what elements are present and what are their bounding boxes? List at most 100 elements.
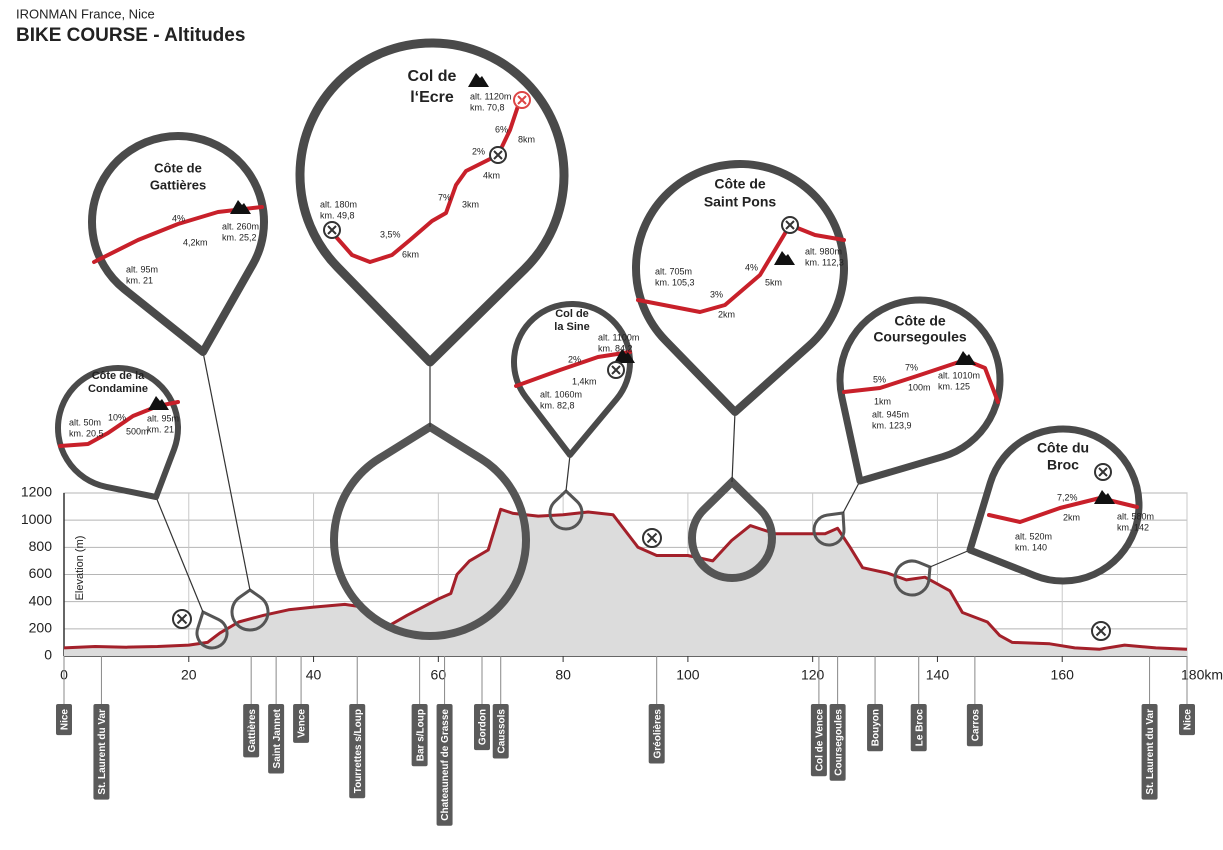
magnifier [812, 511, 846, 547]
town-label: Le Broc [910, 704, 927, 752]
town-name: Caussols [496, 709, 507, 754]
callout-label: alt. 1010m [938, 370, 980, 380]
callout-title: Côte de la [92, 370, 145, 382]
aid-icon-cross [493, 150, 503, 160]
town-box [810, 704, 827, 777]
town-label: Bar s/Loup [411, 704, 428, 767]
callout-bubble [88, 132, 268, 356]
callout-label: km. 49,8 [320, 210, 355, 220]
town-name: Gréolières [652, 709, 663, 759]
callout-label: km. 125 [938, 381, 970, 391]
town-name: Vence [297, 709, 308, 738]
callout-label: 3% [710, 289, 723, 299]
callout-title: Saint Pons [704, 194, 777, 210]
callout-connector [202, 351, 251, 591]
town-name: Gordon [478, 709, 489, 745]
callout-connector [929, 549, 971, 568]
y-tick-label: 600 [29, 565, 53, 581]
callout-label: 7% [438, 192, 451, 202]
town-box [829, 704, 846, 781]
town-box [411, 704, 428, 767]
callout-label: alt. 1120m [470, 91, 511, 101]
town-label: Col de Vence [810, 704, 827, 777]
x-tick-label: 40 [306, 667, 322, 683]
callout-label: 2% [472, 146, 485, 156]
callout-label: alt. 705m [655, 266, 692, 276]
callout-label: 2km [718, 309, 735, 319]
town-name: Saint Jannet [272, 708, 283, 768]
x-tick-label: 160 [1051, 667, 1075, 683]
summit-icon [468, 73, 489, 87]
town-label: Gordon [474, 704, 491, 751]
callout-label: 10% [108, 412, 126, 422]
y-tick-label: 200 [29, 620, 53, 636]
callout-label: alt. 580m [1117, 511, 1154, 521]
town-name: Col de Vence [815, 709, 826, 772]
callout-label: alt. 1060m [540, 389, 582, 399]
x-tick-label: 180km [1181, 667, 1223, 683]
town-label: Vence [293, 704, 310, 743]
summit-icon [774, 251, 795, 265]
magnifier [688, 476, 776, 582]
aid-icon-cross [1098, 467, 1108, 477]
x-tick-label: 80 [555, 667, 571, 683]
magnifier [330, 422, 530, 640]
callout-label: km. 82,8 [540, 400, 575, 410]
callout-title: Col de [555, 308, 589, 320]
x-tick-label: 60 [431, 667, 447, 683]
callout-label: 5km [765, 277, 782, 287]
aid-icon-cross [646, 532, 658, 544]
aid-icon-cross [785, 220, 795, 230]
callout-label: alt. 520m [1015, 531, 1052, 541]
mini-profile [842, 358, 1000, 404]
town-label: Chateauneuf de Grasse [436, 704, 453, 826]
callout-title: Côte du [1037, 440, 1089, 456]
subtitle: IRONMAN France, Nice [16, 6, 155, 21]
callout-label: 4% [172, 213, 185, 223]
aid-icon-cross [611, 365, 621, 375]
callout-label: alt. 50m [69, 417, 101, 427]
town-name: Coursegoules [833, 709, 844, 776]
aid-icon-cross [1095, 625, 1107, 637]
town-label: Gréolières [648, 704, 665, 764]
callout-label: alt. 1100m [598, 332, 639, 342]
magnifier [548, 488, 584, 531]
callout-title: la Sine [554, 321, 589, 333]
y-tick-label: 800 [29, 538, 53, 554]
callout-label: km. 112,3 [805, 257, 844, 267]
y-tick-label: 1000 [21, 511, 52, 527]
callout-label: km. 84,2 [598, 343, 633, 353]
summit-icon [230, 200, 251, 214]
callout-title: Côte de [154, 160, 202, 175]
aid-icon-cross [517, 95, 527, 105]
town-name: Chateauneuf de Grasse [440, 709, 451, 821]
y-tick-label: 400 [29, 592, 53, 608]
callout-label: km. 123,9 [872, 420, 912, 430]
town-label: Saint Jannet [268, 704, 285, 774]
town-box [243, 704, 260, 758]
town-box [1141, 704, 1158, 800]
town-label: Coursegoules [829, 704, 846, 781]
town-box [474, 704, 491, 751]
callout-label: alt. 980m [805, 246, 842, 256]
y-axis-label: Elevation (m) [74, 536, 86, 601]
callout-label: 4,2km [183, 237, 208, 247]
x-tick-label: 100 [676, 667, 700, 683]
town-name: Carros [971, 709, 982, 742]
callout-label: 5% [873, 374, 886, 384]
y-tick-label: 1200 [21, 484, 52, 500]
callout-connector [155, 496, 204, 613]
town-box [867, 704, 884, 752]
callout-label: alt. 260m [222, 221, 259, 231]
callout-label: km. 20,5 [69, 428, 104, 438]
callout-connector [842, 480, 861, 514]
callout-label: km. 142 [1117, 522, 1149, 532]
town-label: Nice [1179, 704, 1195, 736]
mini-profile [636, 223, 846, 314]
callout-label: km. 105,3 [655, 277, 695, 287]
town-label: Tourrettes s/Loup [349, 704, 366, 799]
callout-label: alt. 95m [126, 264, 158, 274]
callout-title: Condamine [88, 383, 148, 395]
title: BIKE COURSE - Altitudes [16, 25, 245, 46]
town-box [293, 704, 310, 743]
